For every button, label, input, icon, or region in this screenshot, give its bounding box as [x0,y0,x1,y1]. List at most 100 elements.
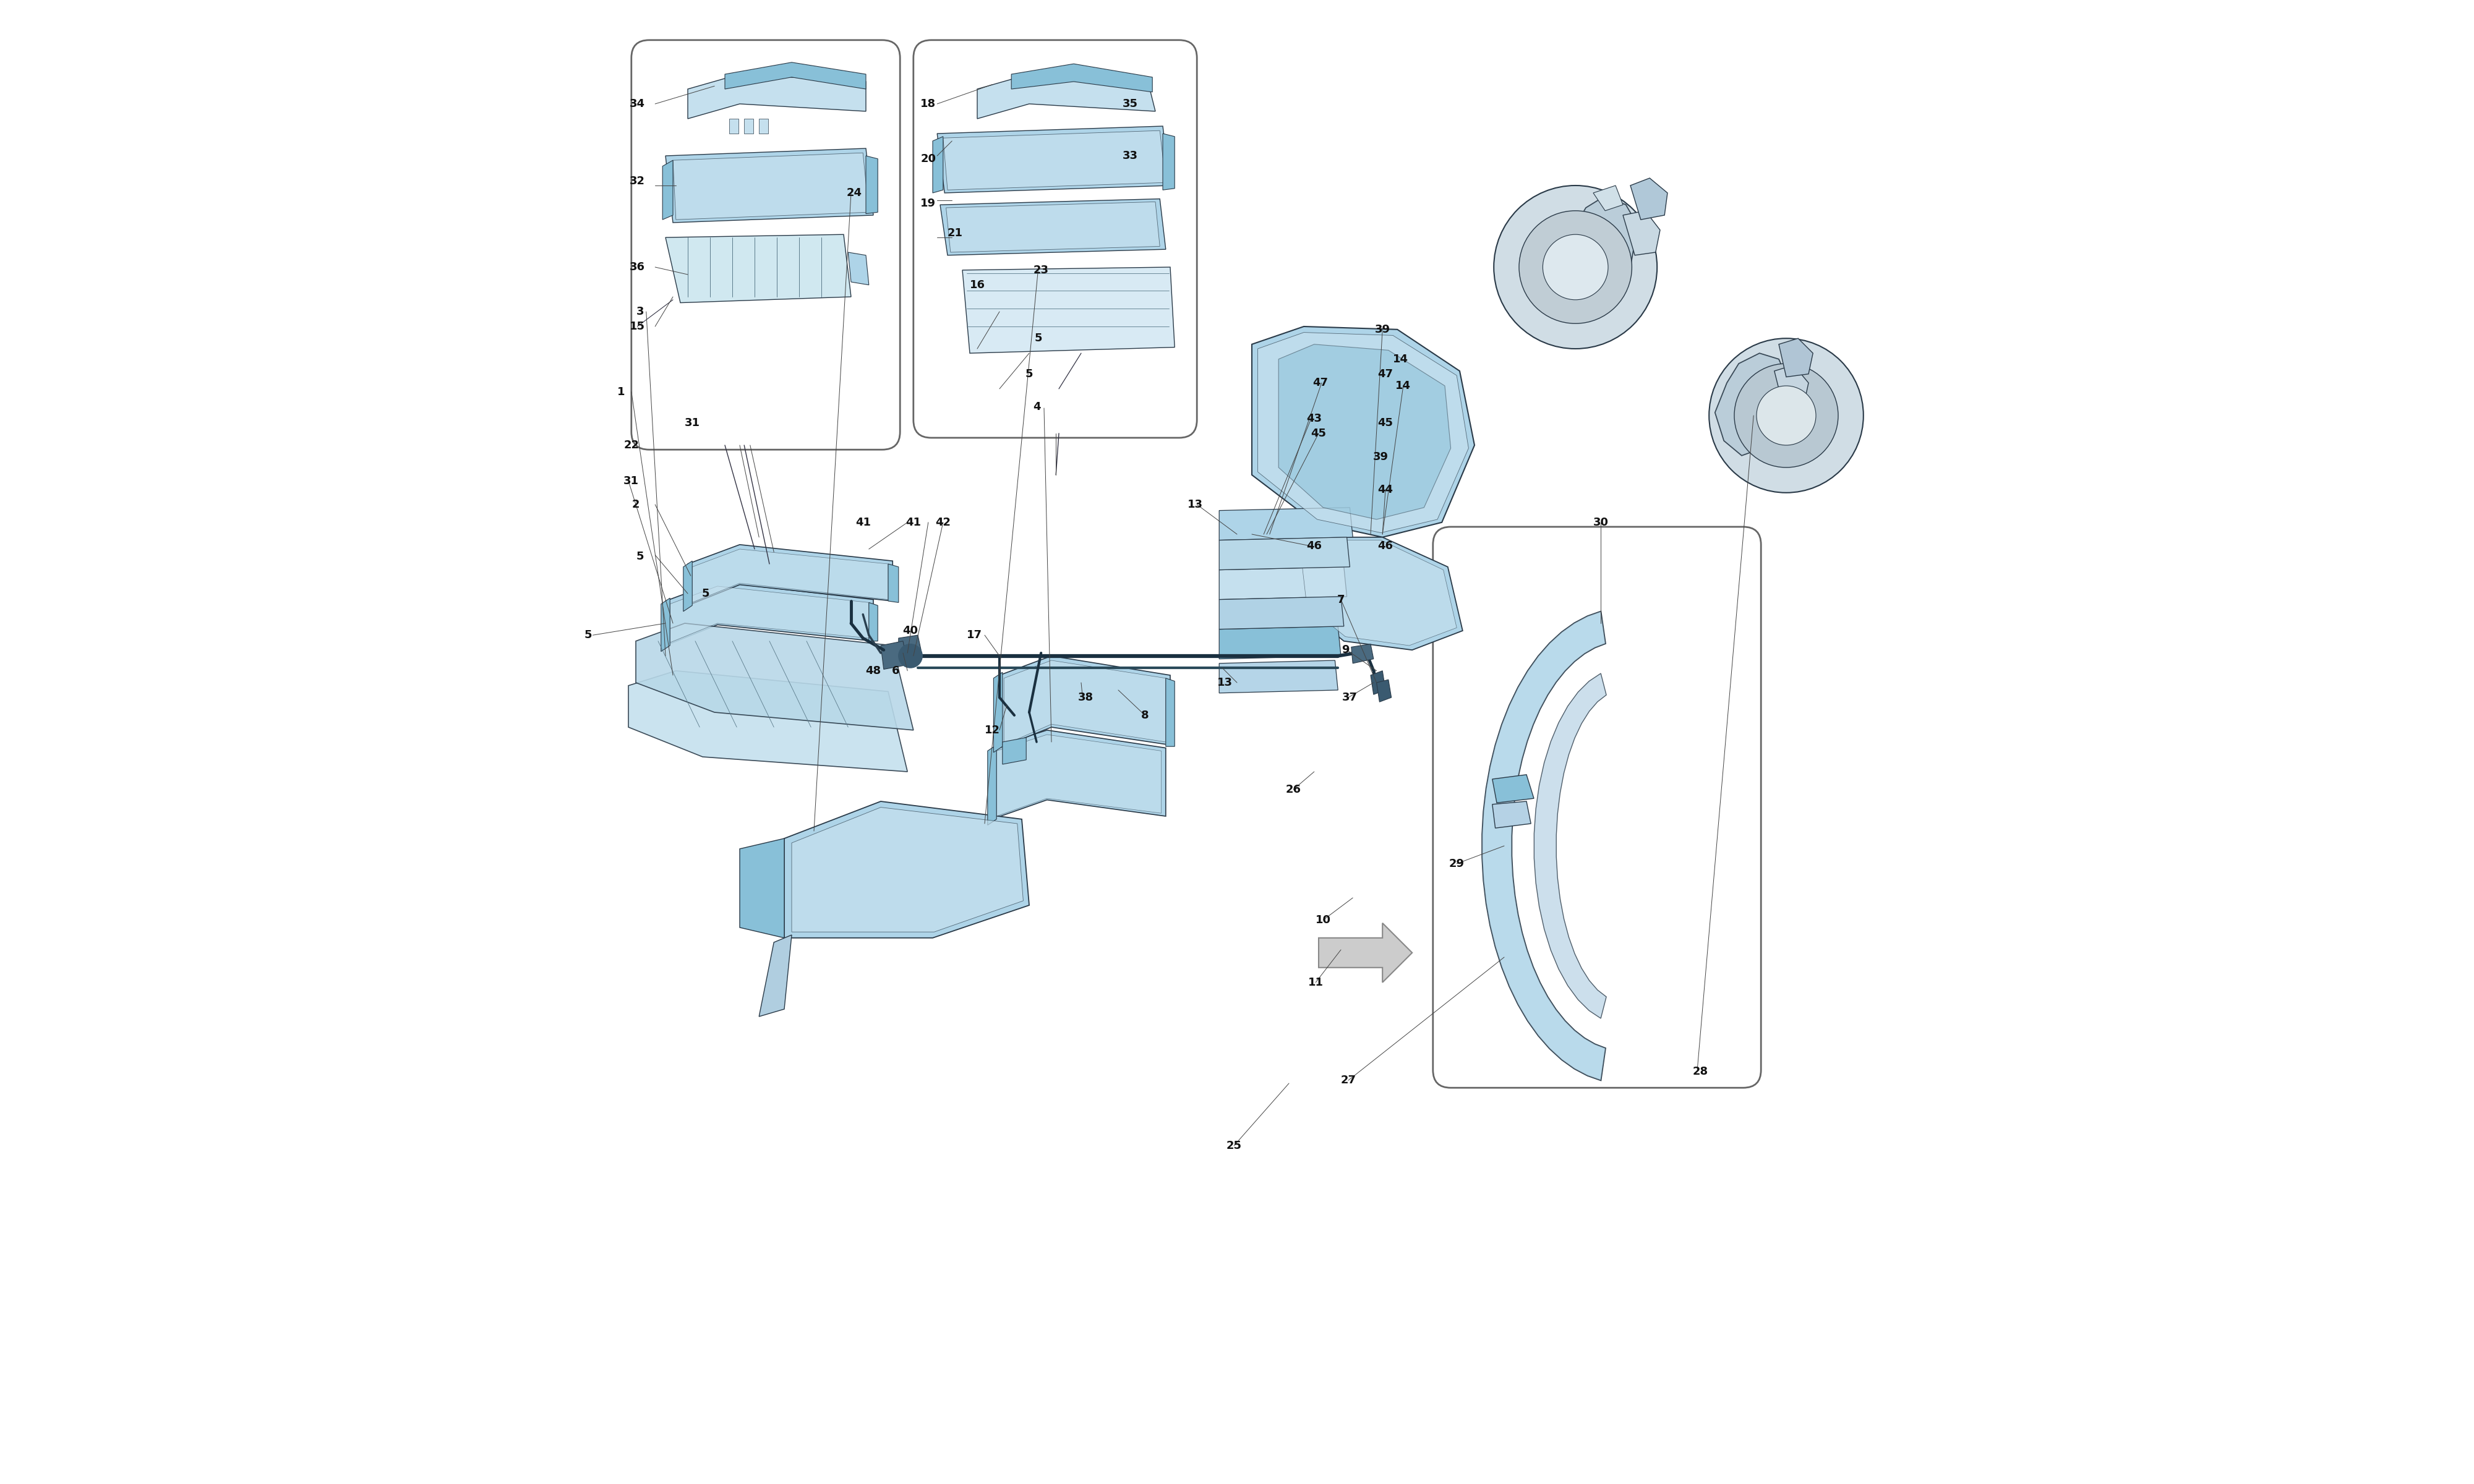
Polygon shape [1220,597,1343,629]
Text: 46: 46 [1306,540,1321,552]
Polygon shape [628,671,908,772]
Polygon shape [730,119,737,134]
Text: 44: 44 [1378,484,1393,496]
Text: 47: 47 [1311,377,1329,389]
Text: 41: 41 [905,516,920,528]
Polygon shape [1774,365,1808,407]
Text: 40: 40 [903,625,918,637]
Text: 5: 5 [1024,368,1034,380]
Polygon shape [945,202,1160,252]
Polygon shape [688,545,893,605]
FancyBboxPatch shape [1432,527,1761,1088]
Text: 30: 30 [1593,516,1608,528]
Polygon shape [849,252,868,285]
Text: 18: 18 [920,98,935,110]
Polygon shape [666,234,851,303]
Polygon shape [1482,611,1606,1080]
Polygon shape [1564,196,1638,304]
Text: 14: 14 [1395,380,1410,392]
Polygon shape [933,137,943,193]
Polygon shape [673,153,868,220]
Circle shape [1710,338,1863,493]
Text: 2: 2 [631,499,641,510]
Text: 21: 21 [948,227,962,239]
Text: 39: 39 [1373,451,1388,463]
Polygon shape [1492,775,1534,803]
Polygon shape [760,119,767,134]
Text: 39: 39 [1376,324,1390,335]
Polygon shape [666,582,873,646]
Polygon shape [745,119,752,134]
Polygon shape [663,160,673,220]
Text: 43: 43 [1306,413,1321,424]
Text: 32: 32 [628,175,646,187]
Polygon shape [1492,801,1531,828]
Circle shape [1519,211,1633,324]
Text: 11: 11 [1309,976,1324,988]
Polygon shape [1623,211,1660,255]
Polygon shape [1220,537,1351,570]
Polygon shape [1371,671,1385,695]
Polygon shape [1220,508,1353,540]
Text: 27: 27 [1341,1074,1356,1086]
Text: 25: 25 [1227,1140,1242,1152]
Polygon shape [1351,644,1373,663]
Polygon shape [1279,344,1450,519]
Polygon shape [683,561,693,611]
Text: 15: 15 [628,321,646,332]
Polygon shape [881,641,908,669]
Text: 14: 14 [1393,353,1408,365]
Polygon shape [1714,353,1789,456]
Polygon shape [898,635,923,660]
Polygon shape [1012,64,1153,92]
Polygon shape [866,156,878,214]
Text: 8: 8 [1141,709,1148,721]
Text: 31: 31 [685,417,700,429]
Polygon shape [725,62,866,89]
Polygon shape [661,598,670,651]
Polygon shape [940,199,1165,255]
Polygon shape [1779,338,1813,377]
Polygon shape [1220,626,1341,659]
Polygon shape [1165,678,1175,746]
Text: 5: 5 [703,588,710,600]
Polygon shape [666,148,873,223]
Polygon shape [784,801,1029,938]
Polygon shape [997,735,1160,816]
Polygon shape [1252,326,1475,537]
Polygon shape [1630,178,1667,220]
Polygon shape [792,807,1024,932]
Circle shape [1734,364,1838,467]
Text: 33: 33 [1123,150,1138,162]
Polygon shape [636,623,913,730]
Text: 26: 26 [1286,784,1301,795]
Text: 19: 19 [920,197,935,209]
Circle shape [1494,186,1658,349]
Polygon shape [693,549,888,603]
Polygon shape [1296,537,1462,650]
Text: 17: 17 [967,629,982,641]
Text: 22: 22 [623,439,638,451]
Text: 5: 5 [636,551,643,562]
Text: 45: 45 [1311,427,1326,439]
Polygon shape [1004,660,1165,745]
Polygon shape [1301,540,1457,646]
Polygon shape [1376,680,1390,702]
Text: 5: 5 [584,629,591,641]
Polygon shape [995,672,1002,752]
Polygon shape [938,126,1170,193]
Text: 48: 48 [866,665,881,677]
Text: 34: 34 [628,98,646,110]
Polygon shape [992,730,1165,819]
Text: 12: 12 [985,724,999,736]
Polygon shape [962,267,1175,353]
Text: 10: 10 [1316,914,1331,926]
FancyBboxPatch shape [631,40,901,450]
Circle shape [1757,386,1816,445]
Text: 23: 23 [1034,264,1049,276]
Text: 3: 3 [636,306,643,318]
Text: 20: 20 [920,153,935,165]
Text: 13: 13 [1217,677,1232,689]
Text: 9: 9 [1341,644,1348,656]
Text: 46: 46 [1378,540,1393,552]
